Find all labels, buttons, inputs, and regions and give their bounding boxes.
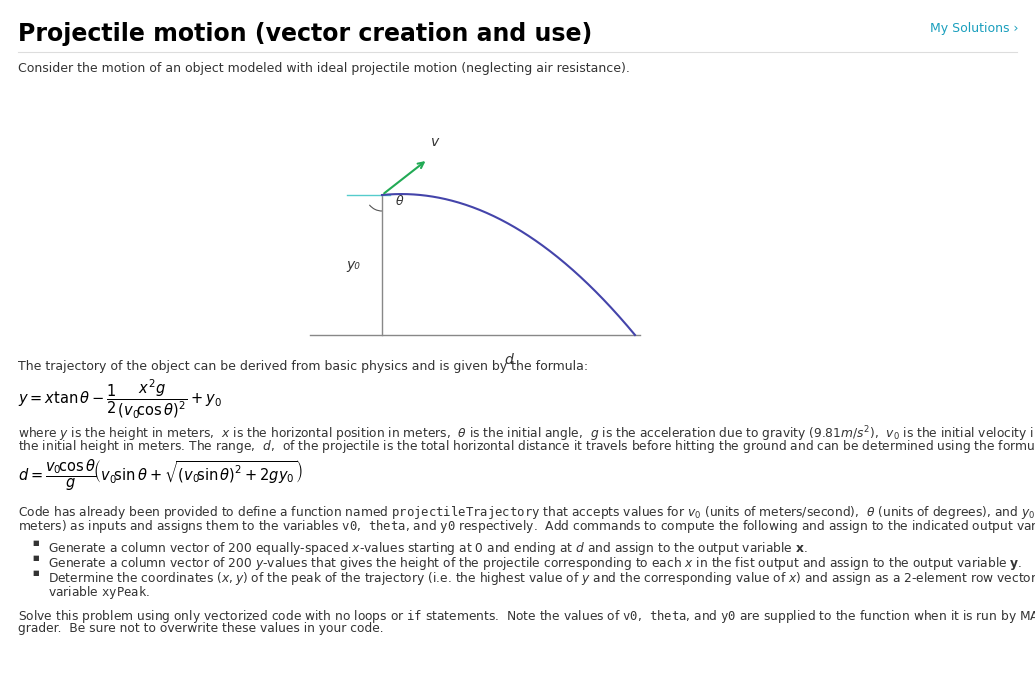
Text: $d = \dfrac{v_0\!\cos\theta}{g}\!\left(v_0\!\sin\theta + \sqrt{(v_0\!\sin\theta): $d = \dfrac{v_0\!\cos\theta}{g}\!\left(v… [18,458,303,493]
Text: ■: ■ [32,555,38,561]
Text: Generate a column vector of 200 equally-spaced $x$-values starting at 0 and endi: Generate a column vector of 200 equally-… [48,540,807,557]
Text: Projectile motion (vector creation and use): Projectile motion (vector creation and u… [18,22,592,46]
Text: Generate a column vector of 200 $y$-values that gives the height of the projecti: Generate a column vector of 200 $y$-valu… [48,555,1023,572]
Text: v: v [431,135,439,150]
Text: where $y$ is the height in meters,  $x$ is the horizontal position in meters,  $: where $y$ is the height in meters, $x$ i… [18,424,1035,444]
Text: Solve this problem using only vectorized code with no loops or $\mathtt{if}$ sta: Solve this problem using only vectorized… [18,608,1035,625]
Text: meters) as inputs and assigns them to the variables $\mathtt{v0}$,  $\mathtt{the: meters) as inputs and assigns them to th… [18,518,1035,535]
Text: y₀: y₀ [346,258,360,272]
Text: Consider the motion of an object modeled with ideal projectile motion (neglectin: Consider the motion of an object modeled… [18,62,630,75]
Text: grader.  Be sure not to overwrite these values in your code.: grader. Be sure not to overwrite these v… [18,622,384,635]
Text: My Solutions ›: My Solutions › [929,22,1018,35]
Text: Determine the coordinates $(x, y)$ of the peak of the trajectory (i.e. the highe: Determine the coordinates $(x, y)$ of th… [48,570,1035,587]
Text: the initial height in meters. The range,  $d$,  of the projectile is the total h: the initial height in meters. The range,… [18,438,1035,455]
Text: $y = x\tan\theta - \dfrac{1}{2}\dfrac{x^2g}{(v_0\!\cos\theta)^2} + y_0$: $y = x\tan\theta - \dfrac{1}{2}\dfrac{x^… [18,378,221,421]
Text: θ: θ [396,195,404,208]
Text: Code has already been provided to define a function named $\mathtt{projectileTra: Code has already been provided to define… [18,504,1035,521]
Text: variable $\mathtt{xyPeak}$.: variable $\mathtt{xyPeak}$. [48,584,150,601]
Text: ■: ■ [32,540,38,546]
Text: d: d [504,353,513,367]
Text: The trajectory of the object can be derived from basic physics and is given by t: The trajectory of the object can be deri… [18,360,588,373]
Text: ■: ■ [32,570,38,576]
